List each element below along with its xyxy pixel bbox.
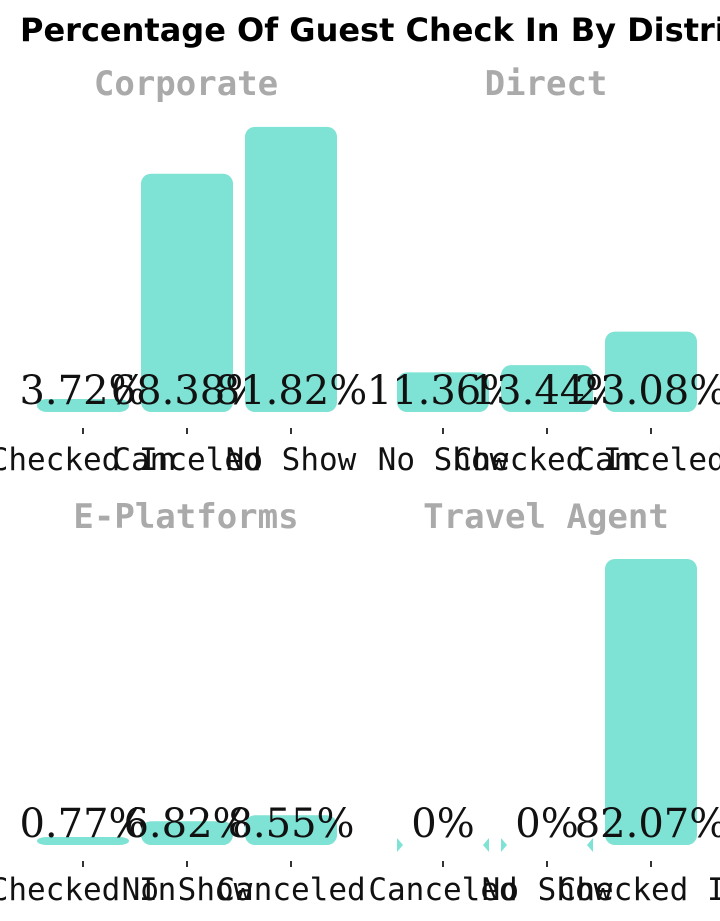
x-tick-label: Canceled xyxy=(576,442,720,478)
data-label: 8.55% xyxy=(227,801,354,847)
panel-title: Direct xyxy=(485,64,608,104)
panel-title: E-Platforms xyxy=(73,497,298,537)
chart-title: Percentage Of Guest Check In By Distribu… xyxy=(20,11,720,49)
bar xyxy=(501,838,507,852)
data-label: 23.08% xyxy=(575,368,720,414)
data-label: 0% xyxy=(515,801,578,847)
data-label: 0% xyxy=(411,801,474,847)
bar xyxy=(141,173,233,412)
bar xyxy=(501,365,593,412)
data-label: 82.07% xyxy=(575,801,720,847)
data-label: 81.82% xyxy=(215,368,368,414)
x-tick-label: No Show xyxy=(122,872,253,908)
panel-title: Corporate xyxy=(94,64,278,104)
x-tick-label: Checked In xyxy=(454,442,641,478)
x-tick-label: Checked In xyxy=(558,872,720,908)
bar xyxy=(605,559,697,845)
bar xyxy=(397,838,403,852)
x-tick-label: No Show xyxy=(482,872,613,908)
x-tick-label: Checked In xyxy=(0,442,176,478)
bar xyxy=(397,372,489,412)
x-tick-label: No Show xyxy=(378,442,509,478)
panel-e-platforms: E-Platforms 0.77% Checked In 6.82% No Show 8.… xyxy=(0,497,366,908)
panel-title: Travel Agent xyxy=(423,497,669,537)
data-label: 13.44% xyxy=(471,368,624,414)
panel-corporate: Corporate 3.72% Checked In 68.38% Canceled 81… xyxy=(0,64,367,478)
bar xyxy=(141,821,233,845)
x-tick-label: Canceled xyxy=(368,872,517,908)
bar xyxy=(37,399,129,412)
facet-panels: Corporate 3.72% Checked In 68.38% Canceled 81… xyxy=(0,64,720,908)
data-label: 68.38% xyxy=(111,368,264,414)
data-label: 6.82% xyxy=(123,801,250,847)
x-tick-label: Checked In xyxy=(0,872,176,908)
bar xyxy=(245,126,337,412)
bar-edge xyxy=(587,838,593,852)
data-label: 0.77% xyxy=(19,801,146,847)
bar xyxy=(605,331,697,412)
data-label: 3.72% xyxy=(19,368,146,414)
panel-direct: Direct 11.36% No Show 13.44% Checked In 23.08… xyxy=(367,64,720,478)
x-tick-label: Canceled xyxy=(112,442,261,478)
x-tick-label: Canceled xyxy=(216,872,365,908)
bar-edge xyxy=(483,838,489,852)
x-tick-label: No Show xyxy=(226,442,357,478)
bar xyxy=(245,815,337,845)
bar xyxy=(37,837,129,845)
data-label: 11.36% xyxy=(367,368,520,414)
